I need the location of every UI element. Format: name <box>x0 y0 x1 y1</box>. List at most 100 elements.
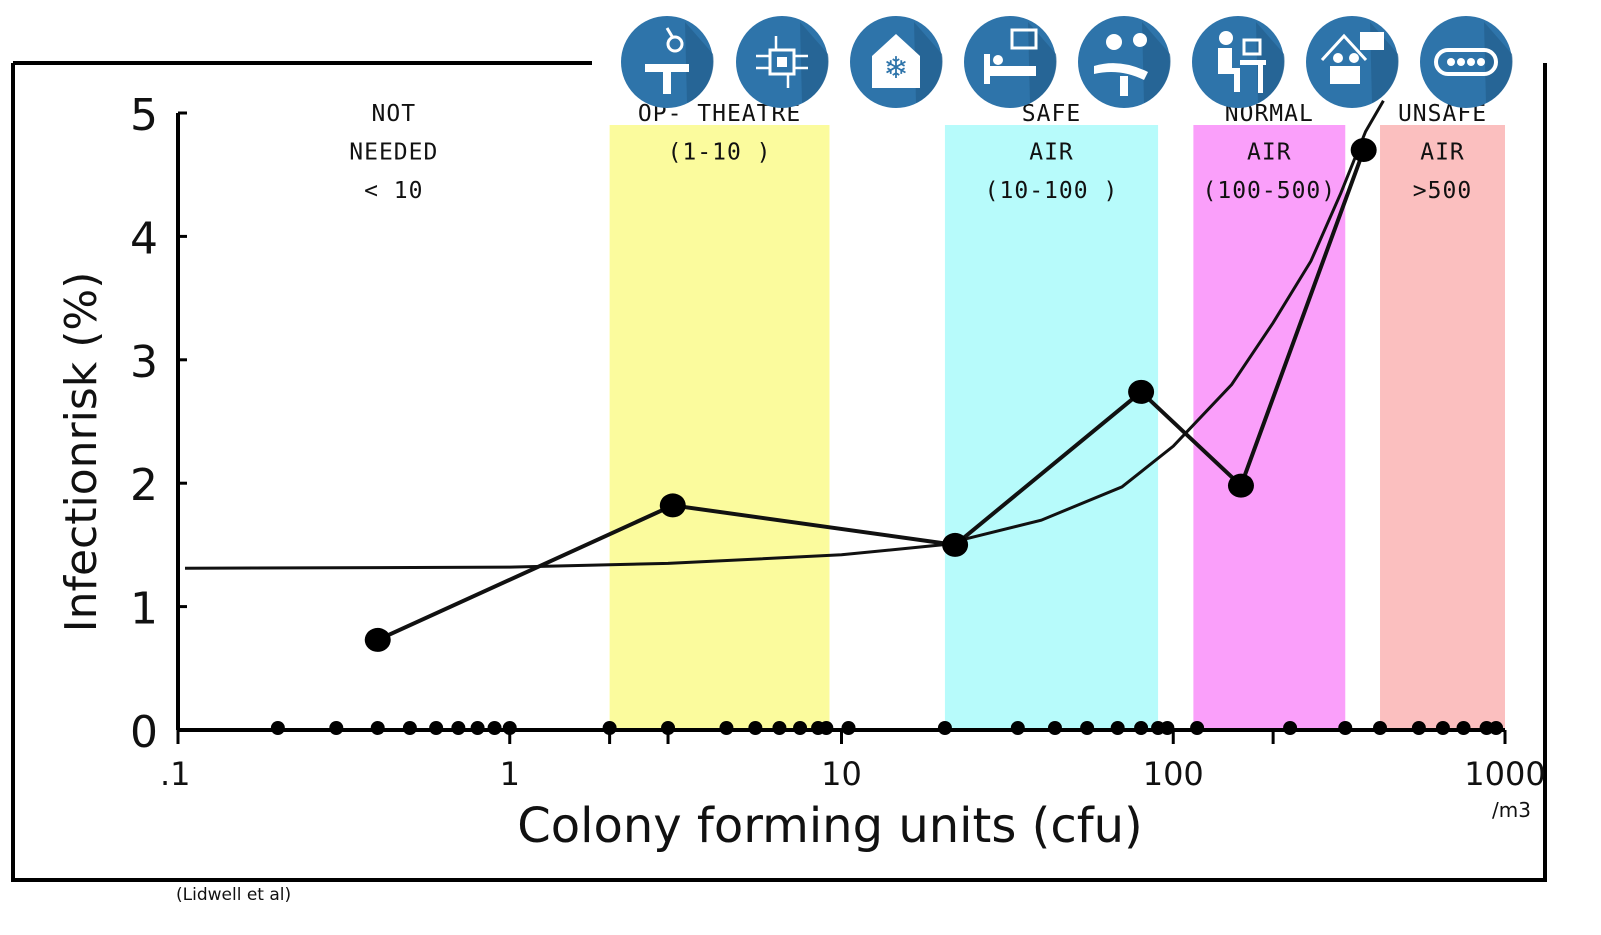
meeting-room-icon-glyph-b <box>1360 32 1384 50</box>
baseline-point-22 <box>1110 721 1125 735</box>
dental-treatment-icon-shade <box>1142 22 1171 103</box>
baseline-point-12 <box>748 721 763 735</box>
hospital-bed-icon-glyph-a <box>984 66 1036 76</box>
dental-treatment-icon-glyph-b <box>1094 63 1148 80</box>
band-label-3-1: AIR <box>1247 140 1292 166</box>
baseline-point-10 <box>661 721 676 735</box>
band-label-4-1: AIR <box>1420 140 1465 166</box>
observed-line <box>376 149 1366 642</box>
office-desk-icon-glyph-c <box>1240 60 1266 65</box>
circuit-board-icon-glyph-b <box>777 57 787 67</box>
conveyor-icon-glyph-roller-2 <box>1467 58 1475 66</box>
baseline-point-26 <box>1190 721 1205 735</box>
band-4 <box>1380 125 1505 730</box>
baseline-point-27 <box>1283 721 1298 735</box>
x-unit-note: /m3 <box>1492 798 1531 822</box>
band-1 <box>609 125 830 730</box>
baseline-point-1 <box>329 721 344 735</box>
baseline-point-17 <box>841 721 856 735</box>
dental-treatment-icon <box>1078 16 1171 108</box>
conveyor-icon-glyph-roller-0 <box>1447 58 1455 66</box>
x-tick-label-0: .1 <box>160 755 191 793</box>
conveyor-icon-glyph-a <box>1434 48 1498 76</box>
cold-storage-icon-shade <box>914 22 943 103</box>
cold-storage-icon-glyph-a <box>872 34 920 88</box>
meeting-room-icon <box>1306 16 1399 108</box>
meeting-room-icon-glyph-d <box>1349 53 1359 63</box>
baseline-point-31 <box>1435 721 1450 735</box>
y-tick-label-5: 5 <box>130 90 158 141</box>
outer-frame <box>11 61 1547 882</box>
meeting-room-icon-glyph-a <box>1320 33 1368 62</box>
y-tick-label-3: 3 <box>130 337 158 388</box>
hospital-bed-icon-glyph-d <box>993 55 1003 65</box>
baseline-point-3 <box>402 721 417 735</box>
y-tick-label-4: 4 <box>130 213 158 264</box>
circuit-board-icon <box>736 16 829 108</box>
band-label-2-1: AIR <box>1029 140 1074 166</box>
hospital-bed-icon-glyph-c <box>1010 28 1038 50</box>
baseline-point-5 <box>451 721 466 735</box>
operating-room-icon-shade <box>685 22 714 103</box>
baseline-point-13 <box>772 721 787 735</box>
baseline-point-11 <box>719 721 734 735</box>
baseline-point-7 <box>487 721 502 735</box>
baseline-point-19 <box>1010 721 1025 735</box>
band-label-0-0: NOT <box>372 101 417 127</box>
y-tick-label-2: 2 <box>130 460 158 511</box>
baseline-point-8 <box>502 721 517 735</box>
baseline-point-6 <box>470 721 485 735</box>
band-label-2-0: SAFE <box>1022 101 1081 127</box>
circuit-board-icon-shade <box>800 22 829 103</box>
x-tick-label-3: 100 <box>1143 755 1204 793</box>
band-label-4-2: >500 <box>1413 178 1472 204</box>
band-label-2-2: (10-100 ) <box>985 178 1119 204</box>
baseline-point-18 <box>937 721 952 735</box>
meeting-room-icon-glyph-c <box>1333 53 1343 63</box>
conveyor-icon <box>1420 16 1513 108</box>
baseline-point-29 <box>1373 721 1388 735</box>
office-desk-icon-glyph-d <box>1258 65 1263 93</box>
cold-storage-icon: ❄ <box>850 16 943 108</box>
office-desk-icon-glyph-e <box>1242 38 1262 56</box>
band-label-3-2: (100-500) <box>1203 178 1337 204</box>
baseline-point-32 <box>1456 721 1471 735</box>
circuit-board-icon-glyph-a <box>768 48 796 76</box>
operating-room-icon-glyph-b <box>663 72 671 94</box>
circuit-board-icon-glyph-c <box>756 36 808 88</box>
baseline-point-28 <box>1338 721 1353 735</box>
baseline-point-0 <box>270 721 285 735</box>
operating-room-icon-glyph-a <box>645 64 689 72</box>
observed-point-5 <box>1350 138 1377 163</box>
baseline-point-2 <box>370 721 385 735</box>
baseline-point-9 <box>602 721 617 735</box>
office-desk-icon <box>1192 16 1285 108</box>
meeting-room-icon-glyph-e <box>1330 66 1360 84</box>
office-desk-icon-glyph-a <box>1219 31 1233 45</box>
band-label-0-1: NEEDED <box>349 140 438 166</box>
conveyor-icon-shade <box>1484 22 1513 103</box>
cold-storage-icon-glyph-b: ❄ <box>883 51 908 86</box>
conveyor-icon-glyph-roller-1 <box>1457 58 1465 66</box>
office-desk-icon-glyph-b <box>1218 48 1240 92</box>
observed-point-3 <box>1128 379 1155 404</box>
baseline-point-20 <box>1047 721 1062 735</box>
band-label-1-1: (1-10 ) <box>668 140 772 166</box>
hospital-bed-icon <box>964 16 1057 108</box>
band-0 <box>178 125 610 730</box>
baseline-point-16 <box>819 721 834 735</box>
baseline-point-21 <box>1080 721 1095 735</box>
fit-curve <box>184 99 1385 570</box>
band-3 <box>1193 125 1346 730</box>
operating-room-icon <box>621 16 714 108</box>
y-tick-label-0: 0 <box>130 707 158 758</box>
hospital-bed-icon-glyph-b <box>984 54 990 84</box>
dental-treatment-icon-glyph-d <box>1133 33 1147 47</box>
y-tick-label-1: 1 <box>130 584 158 635</box>
office-desk-icon-shade <box>1256 22 1285 103</box>
x-tick-label-4: 1000 <box>1464 755 1545 793</box>
band-label-0-2: < 10 <box>364 178 423 204</box>
source-caption: (Lidwell et al) <box>176 885 292 905</box>
operating-room-icon-glyph-d <box>665 27 675 39</box>
baseline-point-30 <box>1411 721 1426 735</box>
